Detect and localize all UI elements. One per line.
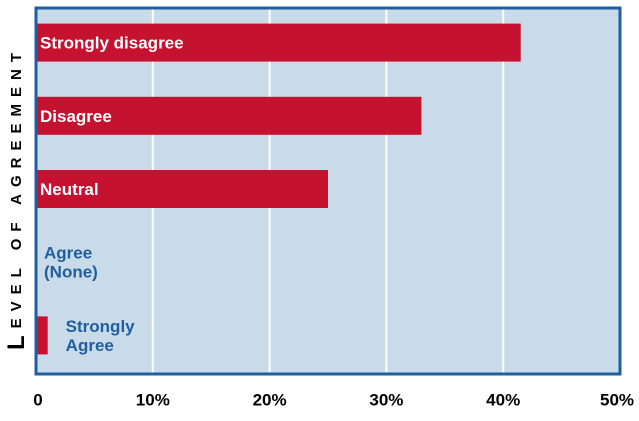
x-tick-label: 30% [369, 391, 403, 410]
bar [36, 23, 521, 62]
x-tick-label: 10% [136, 391, 170, 410]
x-axis-ticks: 0 10% 20% 30% 40% 50% [33, 391, 634, 410]
bar [36, 170, 328, 208]
bar [36, 96, 422, 135]
plot-frame [34, 6, 622, 376]
x-tick-label: 20% [253, 391, 287, 410]
bar-label: Disagree [40, 106, 112, 125]
bar-label: Agree (None) [44, 243, 98, 281]
bars: Strongly disagree Disagree Neutral Agree (No… [36, 23, 521, 355]
y-axis-label: LEVEL OF AGREEMENT [3, 46, 30, 350]
bar-label: Neutral [40, 180, 99, 199]
bar-label: Strongly Agree [66, 316, 135, 354]
x-tick-label: 40% [486, 391, 520, 410]
x-tick-label: 0 [33, 391, 42, 410]
x-tick-label: 50% [600, 391, 634, 410]
bar-label: Strongly disagree [40, 33, 184, 52]
bar [36, 316, 48, 355]
y-axis-title: LEVEL OF AGREEMENT [3, 46, 30, 350]
